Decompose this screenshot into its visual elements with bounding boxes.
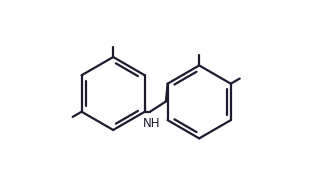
Text: NH: NH: [143, 117, 161, 130]
